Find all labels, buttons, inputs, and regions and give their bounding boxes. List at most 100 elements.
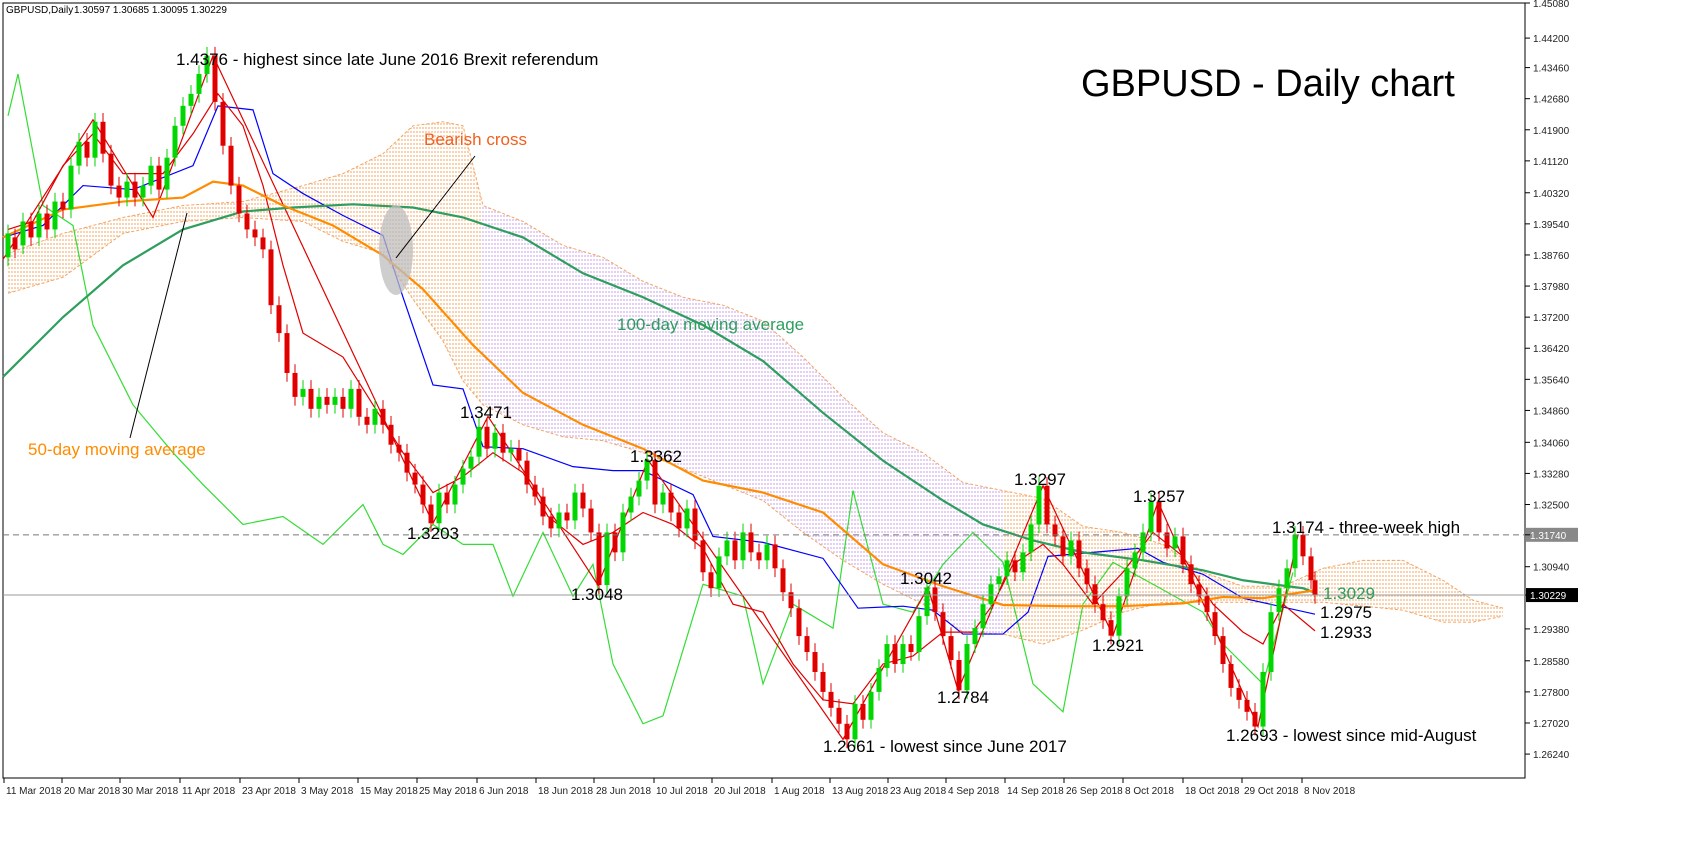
candle: [92, 113, 98, 167]
candle-body: [1164, 532, 1170, 549]
candle: [532, 475, 538, 506]
candle-body: [1092, 584, 1098, 605]
candle: [988, 575, 994, 613]
candle-body: [532, 484, 538, 497]
candle: [1196, 575, 1202, 605]
candle: [60, 192, 66, 219]
candle-body: [1300, 534, 1306, 557]
candle: [1156, 492, 1162, 542]
candle-body: [1312, 580, 1318, 596]
y-tick-label: 1.27800: [1533, 688, 1570, 699]
candle-body: [740, 532, 746, 561]
y-tick-label: 1.36420: [1533, 344, 1570, 355]
candle-body: [388, 424, 394, 445]
x-tick-label: 10 Jul 2018: [656, 786, 708, 797]
candle: [604, 523, 610, 594]
candle: [804, 627, 810, 661]
candle-body: [324, 396, 330, 405]
candle-body: [124, 181, 130, 198]
current-price-label: 1.30229: [1530, 591, 1567, 602]
candles: [5, 46, 1318, 749]
candle: [676, 503, 682, 538]
candle-body: [420, 484, 426, 505]
candle-body: [988, 584, 994, 605]
candle: [1092, 575, 1098, 613]
candle-body: [268, 249, 274, 306]
price-markers: 1.31740 1.30229: [3, 527, 1578, 603]
candle: [428, 495, 434, 533]
candle: [140, 176, 146, 207]
candle: [1068, 531, 1074, 566]
candle: [1164, 523, 1170, 558]
candle: [836, 699, 842, 733]
candle: [900, 635, 906, 673]
candle: [660, 483, 666, 514]
candle: [1276, 579, 1282, 621]
candle-body: [372, 408, 378, 425]
candle-body: [852, 703, 858, 740]
candle-body: [508, 448, 514, 453]
candle-body: [364, 416, 370, 425]
candle-body: [140, 185, 146, 198]
candle-body: [572, 492, 578, 521]
candle: [588, 499, 594, 542]
kijun-line: [2, 105, 1316, 635]
annotation-1-3029: 1.3029: [1323, 584, 1375, 603]
candle-body: [308, 388, 314, 409]
candle-body: [956, 659, 962, 691]
candle-body: [884, 644, 890, 668]
candle-body: [1044, 485, 1050, 525]
candle-body: [1060, 536, 1066, 557]
candle-body: [252, 229, 258, 238]
candle-body: [1076, 540, 1082, 569]
candle: [196, 65, 202, 103]
y-tick-label: 1.29380: [1533, 625, 1570, 636]
y-tick-label: 1.27020: [1533, 719, 1570, 730]
x-tick-label: 3 May 2018: [301, 786, 354, 797]
candle-body: [92, 121, 98, 158]
candle-body: [316, 396, 322, 409]
y-tick-label: 1.41120: [1533, 157, 1569, 168]
x-tick-label: 28 Jun 2018: [596, 786, 651, 797]
candle-body: [828, 691, 834, 708]
candle-body: [916, 616, 922, 653]
candle: [1236, 679, 1242, 709]
candle-body: [5, 233, 11, 258]
candle-body: [476, 426, 482, 457]
candle: [732, 531, 738, 570]
candle: [548, 507, 554, 538]
candle: [476, 418, 482, 466]
candle: [132, 172, 138, 207]
candle: [636, 471, 642, 506]
candle-body: [1028, 524, 1034, 553]
candle-body: [1084, 568, 1090, 585]
y-tick-label: 1.37980: [1533, 282, 1570, 293]
candle: [980, 595, 986, 637]
candle: [1252, 703, 1258, 736]
candle: [524, 451, 530, 494]
candle-body: [772, 544, 778, 569]
candle-body: [900, 644, 906, 664]
x-tick-label: 14 Sep 2018: [1007, 786, 1064, 797]
candle-body: [236, 185, 242, 214]
candle: [420, 475, 426, 514]
candle: [564, 503, 570, 530]
candle: [668, 483, 674, 522]
current-price-tag: [1526, 588, 1578, 603]
candle: [1220, 627, 1226, 673]
x-tick-label: 11 Mar 2018: [6, 786, 62, 797]
chart-title: GBPUSD - Daily chart: [1081, 63, 1455, 105]
candle-body: [820, 671, 826, 692]
ma50-pointer: [129, 212, 188, 439]
candle-body: [716, 556, 722, 589]
candle: [100, 113, 106, 163]
candle-body: [924, 587, 930, 617]
candle-body: [76, 141, 82, 166]
y-tick-label: 1.30940: [1533, 563, 1570, 574]
bearish-cross-pointer: [395, 155, 476, 259]
candle: [580, 483, 586, 518]
candle-body: [332, 396, 338, 405]
candle-body: [68, 165, 74, 210]
candle: [748, 523, 754, 562]
candle-body: [972, 628, 978, 645]
